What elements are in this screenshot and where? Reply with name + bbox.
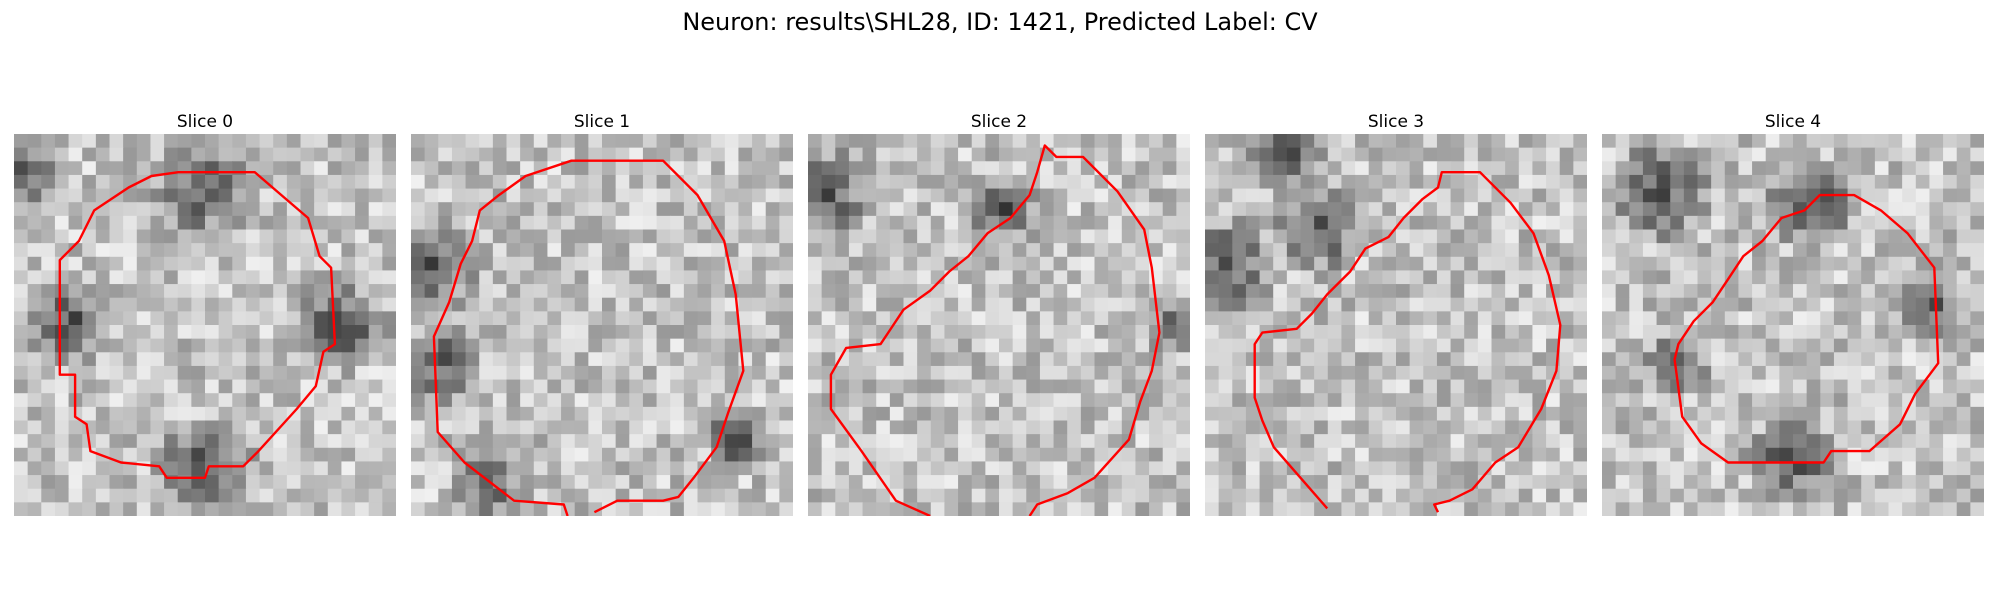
slice-panel-0: Slice 0 bbox=[14, 110, 396, 516]
slice-pixels bbox=[808, 134, 1190, 516]
slice-pixels bbox=[14, 134, 396, 516]
slice-panel-1: Slice 1 bbox=[411, 110, 793, 516]
slice-panel-3: Slice 3 bbox=[1205, 110, 1587, 516]
slice-pixels bbox=[1602, 134, 1984, 516]
slice-title-3: Slice 3 bbox=[1367, 112, 1425, 132]
contour-line-4 bbox=[1673, 193, 1940, 464]
slice-title-4: Slice 4 bbox=[1764, 112, 1822, 132]
slice-title-2: Slice 2 bbox=[970, 112, 1028, 132]
contour-line-0 bbox=[58, 171, 337, 479]
slice-image-1 bbox=[411, 134, 793, 516]
slice-image-4 bbox=[1602, 134, 1984, 516]
contour-line-1 bbox=[432, 159, 745, 516]
contour-line-3 bbox=[1253, 171, 1562, 513]
slice-pixels bbox=[411, 134, 793, 516]
slice-title-1: Slice 1 bbox=[573, 112, 631, 132]
slice-image-2 bbox=[808, 134, 1190, 516]
slice-panel-2: Slice 2 bbox=[808, 110, 1190, 516]
slice-pixels bbox=[1205, 134, 1587, 516]
contour-line-2 bbox=[829, 144, 1161, 516]
figure-title: Neuron: results\SHL28, ID: 1421, Predict… bbox=[682, 8, 1318, 36]
slice-image-0 bbox=[14, 134, 396, 516]
slice-panel-4: Slice 4 bbox=[1602, 110, 1984, 516]
slice-image-3 bbox=[1205, 134, 1587, 516]
slice-title-0: Slice 0 bbox=[176, 112, 234, 132]
